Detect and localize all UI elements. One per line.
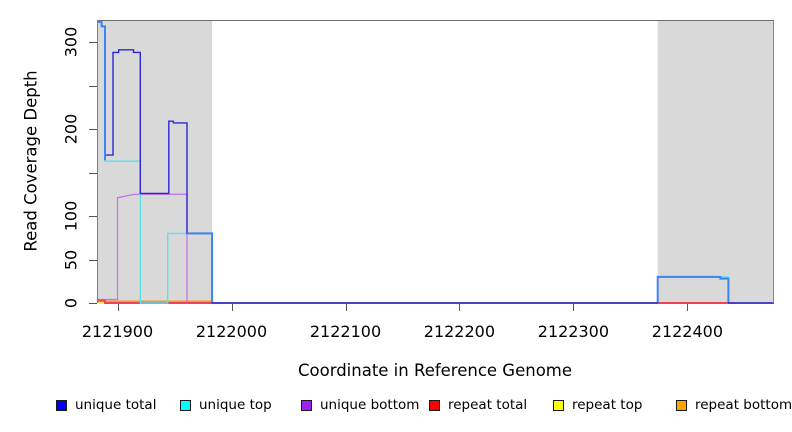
series-line-overlap-segment (97, 21, 106, 161)
shaded-region (657, 21, 774, 303)
legend-swatch-repeat-top (553, 400, 564, 411)
legend-swatch-unique-top (180, 400, 191, 411)
x-axis-tick-label: 2121900 (81, 322, 154, 341)
y-axis-tick-label: 200 (61, 113, 81, 145)
legend-swatch-repeat-bottom (676, 400, 687, 411)
legend-label: repeat top (572, 397, 643, 413)
series-line-overlap-segment (656, 275, 730, 303)
shaded-region (97, 21, 213, 303)
x-axis-tick (345, 304, 347, 311)
x-axis-tick (231, 304, 233, 311)
y-axis-tick (89, 85, 97, 87)
x-axis-tick (573, 304, 575, 311)
legend-label: repeat total (448, 397, 528, 413)
x-axis-tick-label: 2122100 (309, 322, 382, 341)
y-axis-tick-label: 50 (61, 249, 81, 270)
y-axis-tick (89, 303, 97, 304)
series-line-overlap-segment (187, 232, 214, 303)
y-axis-tick-label: 300 (61, 26, 81, 58)
y-axis-tick-label: 0 (61, 297, 81, 309)
x-axis-tick-label: 2122300 (537, 322, 610, 341)
y-axis-tick (89, 259, 97, 261)
legend-swatch-repeat-total (429, 400, 440, 411)
y-axis-tick (89, 129, 97, 130)
legend-swatch-unique-total (56, 400, 67, 411)
x-axis-tick (459, 304, 461, 311)
x-axis-tick-label: 2122200 (423, 322, 496, 341)
legend-label: unique bottom (320, 397, 420, 413)
legend-label: unique top (199, 397, 272, 413)
x-axis-title: Coordinate in Reference Genome (297, 361, 573, 380)
chart-canvas (97, 20, 774, 304)
legend-label: unique total (75, 397, 157, 413)
legend-label: repeat bottom (695, 397, 792, 413)
legend-swatch-unique-bottom (301, 400, 312, 411)
y-axis-tick (89, 42, 97, 43)
y-axis-title: Read Coverage Depth (21, 70, 41, 252)
x-axis-tick (687, 304, 689, 311)
x-axis-tick (117, 304, 119, 311)
y-axis-tick (89, 216, 97, 217)
y-axis-tick-label: 100 (61, 200, 81, 232)
x-axis-tick-label: 2122000 (195, 322, 268, 341)
plot-area (97, 20, 774, 304)
y-axis-tick (89, 172, 97, 174)
x-axis-tick-label: 2122400 (651, 322, 724, 341)
